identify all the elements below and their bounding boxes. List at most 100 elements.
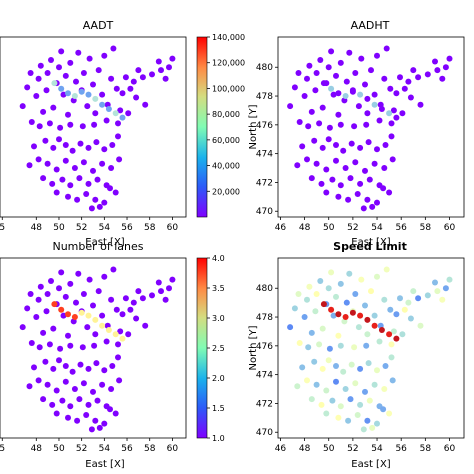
data-point xyxy=(119,335,126,342)
data-point xyxy=(35,75,42,82)
colorbar-tick-label: 2.0 xyxy=(212,374,225,383)
axes-frame xyxy=(0,257,187,439)
data-point xyxy=(83,412,90,418)
data-point xyxy=(347,396,354,403)
data-point xyxy=(59,397,66,404)
x-tick-label: 60 xyxy=(167,444,179,454)
data-point xyxy=(96,203,103,210)
data-point xyxy=(92,95,99,102)
data-point xyxy=(335,111,342,118)
data-point xyxy=(299,364,306,371)
data-point xyxy=(62,293,69,300)
data-point xyxy=(306,283,313,290)
data-point xyxy=(40,396,47,403)
data-point xyxy=(51,301,58,308)
x-tick-label: 56 xyxy=(395,223,407,233)
data-point xyxy=(133,315,140,322)
data-point xyxy=(294,162,301,169)
panel-title: Number of lanes xyxy=(52,240,143,253)
y-axis-ticks: 470 472 474 476 478 480 xyxy=(256,63,278,217)
data-point xyxy=(295,70,302,76)
data-point xyxy=(363,121,370,128)
data-point xyxy=(112,189,119,196)
data-point xyxy=(364,110,371,117)
data-point xyxy=(410,288,417,295)
data-point xyxy=(110,45,117,52)
data-point xyxy=(374,146,380,153)
data-point xyxy=(78,88,85,95)
data-point xyxy=(94,397,101,404)
y-tick-label: 480 xyxy=(256,284,273,294)
data-point xyxy=(294,383,301,390)
data-point xyxy=(24,84,31,91)
data-point xyxy=(333,378,339,385)
x-tick-label: 46 xyxy=(275,444,287,454)
data-point xyxy=(44,291,51,297)
data-point xyxy=(44,381,51,388)
data-point xyxy=(67,59,74,66)
data-point xyxy=(316,341,323,348)
data-point xyxy=(337,403,344,410)
data-point xyxy=(390,107,397,114)
data-point xyxy=(94,176,101,183)
data-point xyxy=(127,306,134,313)
data-point xyxy=(357,312,364,319)
data-point xyxy=(158,288,164,295)
data-point xyxy=(424,71,431,78)
data-point xyxy=(410,67,417,74)
data-point xyxy=(109,142,116,148)
data-point xyxy=(42,358,49,365)
data-point xyxy=(311,137,318,144)
axes-frame xyxy=(277,36,465,218)
data-point xyxy=(130,78,137,85)
data-point xyxy=(91,121,98,128)
colorbar-number-of-lanes: 1.0 1.5 2.0 2.5 3.0 3.5 4.0 xyxy=(196,254,225,443)
data-point xyxy=(388,341,395,348)
panel-title: AADT xyxy=(83,19,114,32)
data-point xyxy=(69,147,76,154)
colorbar-tick-label: 3.0 xyxy=(212,314,225,323)
colorbar-tick-label: 140,000 xyxy=(212,33,245,42)
panel-speed-limit: Speed Limit 46 48 50 52 54 56 58 60 47047247447… xyxy=(248,240,465,470)
data-point xyxy=(56,64,62,71)
data-point xyxy=(319,144,326,151)
data-point xyxy=(79,344,86,351)
data-point xyxy=(113,306,120,313)
data-point xyxy=(365,360,372,367)
data-point xyxy=(108,386,115,392)
data-point xyxy=(335,193,342,200)
colorbar-tick-label: 120,000 xyxy=(212,59,245,68)
data-point xyxy=(80,159,87,166)
x-tick-label: 52 xyxy=(76,444,87,454)
data-point xyxy=(357,401,364,408)
data-point xyxy=(312,87,319,94)
data-point xyxy=(335,332,342,339)
data-point xyxy=(295,291,302,297)
axes-frame xyxy=(277,257,465,439)
data-point xyxy=(393,311,400,318)
data-point xyxy=(26,383,33,390)
x-tick-label: 50 xyxy=(53,223,65,233)
data-point xyxy=(59,176,66,183)
data-point xyxy=(133,94,140,101)
data-point xyxy=(335,414,342,421)
data-point xyxy=(305,123,312,130)
data-point xyxy=(374,273,380,280)
panel-title: Speed Limit xyxy=(333,240,407,253)
data-point xyxy=(354,412,361,418)
data-point xyxy=(432,279,438,286)
x-tick-label: 48 xyxy=(299,223,311,233)
data-point xyxy=(99,322,106,329)
data-point xyxy=(381,165,388,171)
data-point xyxy=(19,324,26,331)
x-tick-label: 58 xyxy=(420,444,432,454)
x-axis-ticks: 5 48 50 52 54 56 58 60 xyxy=(0,438,178,454)
data-point xyxy=(155,279,162,286)
data-point xyxy=(405,299,412,306)
data-point xyxy=(442,285,449,292)
data-point xyxy=(67,280,74,287)
data-point xyxy=(166,285,172,292)
data-point xyxy=(348,140,355,147)
data-point xyxy=(125,331,132,338)
data-point xyxy=(56,285,62,292)
